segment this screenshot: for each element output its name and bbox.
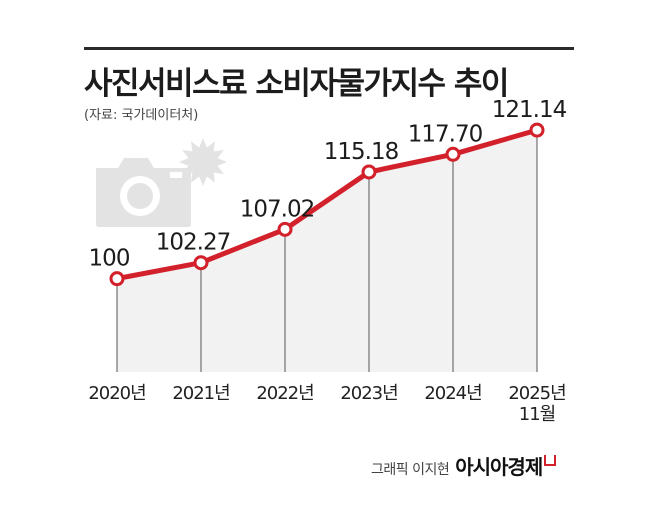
data-point [277, 221, 293, 237]
data-point [109, 271, 125, 287]
data-label: 115.18 [324, 139, 399, 165]
camera-icon [96, 158, 191, 227]
x-tick-label: 2023년 [340, 383, 397, 404]
top-rule [84, 47, 574, 50]
brand-mark-icon [544, 455, 557, 466]
credit-text: 그래픽 이지현 [371, 462, 450, 478]
x-tick-label: 2022년 [256, 383, 313, 404]
data-point [361, 164, 377, 180]
data-point [445, 146, 461, 162]
chart-title: 사진서비스료 소비자물가지수 추이 [84, 66, 509, 102]
x-tick-label: 2021년 [172, 383, 229, 404]
series-line [114, 127, 540, 282]
x-tick-label: 2024년 [424, 383, 481, 404]
data-label: 107.02 [240, 196, 314, 222]
area-fill [117, 130, 537, 372]
data-label: 121.14 [492, 97, 567, 123]
data-label: 100 [89, 246, 130, 272]
source-note: (자료: 국가데이터처) [84, 108, 199, 123]
x-tick-label: 2025년 11월 [508, 383, 565, 425]
data-point [193, 255, 209, 271]
data-label: 117.70 [408, 121, 483, 147]
credit: 그래픽 이지현 아시아경제 [371, 451, 557, 480]
flash-burst-icon [179, 138, 227, 186]
data-point [529, 122, 545, 138]
brand-logo: 아시아경제 [455, 455, 543, 479]
x-tick-label: 2020년 [88, 383, 145, 404]
data-label: 102.27 [156, 230, 230, 256]
